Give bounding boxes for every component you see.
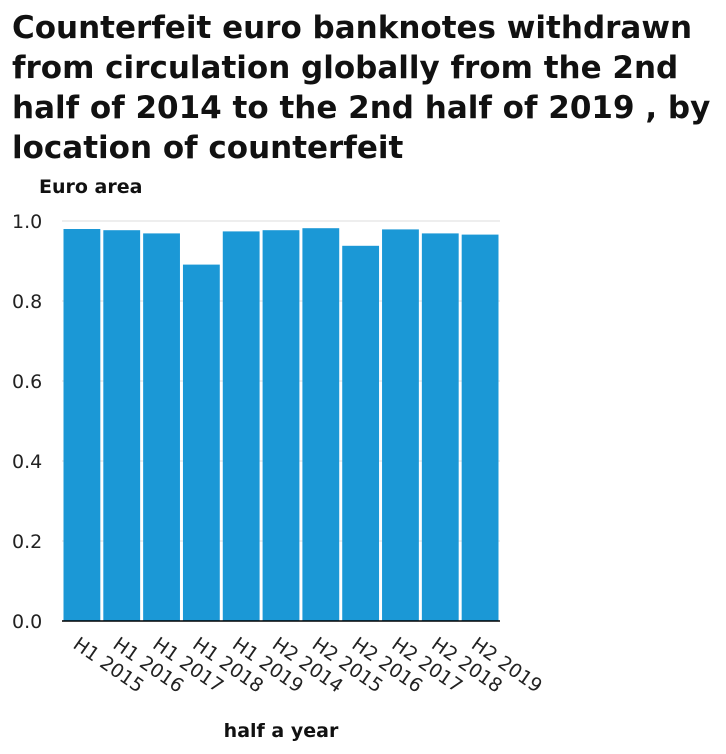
bar [262,230,300,621]
bar [143,233,180,621]
bar [382,229,419,621]
y-axis-label: Euro area [39,176,142,198]
bars [63,228,499,622]
y-tick-label: 0.0 [12,611,42,633]
chart-title: Counterfeit euro banknotes withdrawn fro… [12,10,711,166]
y-tick-label: 0.6 [12,371,42,393]
bar [461,234,499,621]
bar [342,245,380,622]
y-tick-label: 0.2 [12,531,42,553]
y-axis-ticks: 0.0 0.2 0.4 0.6 0.8 1.0 [12,211,42,633]
y-tick-label: 0.4 [12,451,42,473]
bar [421,233,459,621]
bar [103,230,141,621]
bar [302,228,340,621]
bar [182,264,220,621]
bar [63,229,101,621]
y-tick-label: 1.0 [12,211,42,233]
bar [222,231,260,621]
y-tick-label: 0.8 [12,291,42,313]
x-axis-label: half a year [224,720,339,742]
